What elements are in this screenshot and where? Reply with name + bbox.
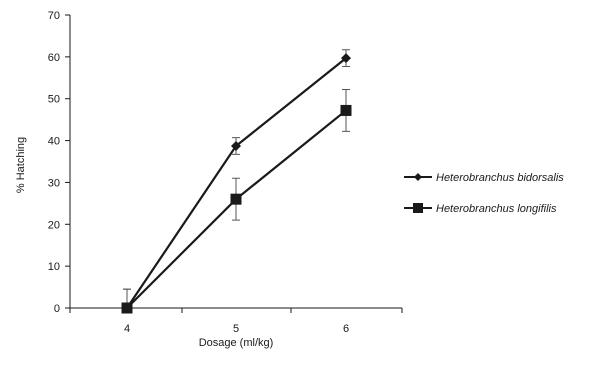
x-tick-label: 5	[233, 323, 239, 335]
y-tick-label: 70	[48, 10, 60, 22]
legend-item-2: Heterobranchus longifilis	[404, 203, 557, 215]
legend-label-1: Heterobranchus bidorsalis	[436, 172, 564, 184]
series-layer	[121, 49, 352, 314]
data-point-square	[121, 302, 133, 314]
series-2	[121, 89, 352, 314]
data-point-square	[340, 104, 352, 116]
y-tick-label: 10	[48, 261, 60, 273]
legend-label-2: Heterobranchus longifilis	[436, 203, 557, 215]
y-tick-label: 30	[48, 177, 60, 189]
y-tick-label: 50	[48, 94, 60, 106]
data-point-diamond	[341, 53, 351, 64]
axes	[69, 15, 402, 309]
x-tick-label: 4	[124, 323, 130, 335]
y-tick-label: 40	[48, 136, 60, 148]
y-tick-label: 20	[48, 219, 60, 231]
legend-diamond-marker	[414, 173, 422, 181]
y-tick-label: 0	[54, 303, 60, 315]
data-point-diamond	[231, 141, 241, 152]
y-axis-label: % Hatching	[15, 137, 27, 193]
x-tick-label: 6	[343, 323, 349, 335]
x-axis-label: Dosage (ml/kg)	[199, 337, 274, 349]
data-point-square	[230, 193, 242, 205]
y-ticks: 0 10 20 30 40 50 60 70	[48, 10, 70, 315]
legend-square-marker	[413, 203, 423, 213]
x-ticks: 4 5 6	[69, 308, 403, 335]
legend: Heterobranchus bidorsalis Heterobranchus…	[404, 172, 564, 215]
y-tick-label: 60	[48, 52, 60, 64]
legend-item-1: Heterobranchus bidorsalis	[404, 172, 564, 184]
